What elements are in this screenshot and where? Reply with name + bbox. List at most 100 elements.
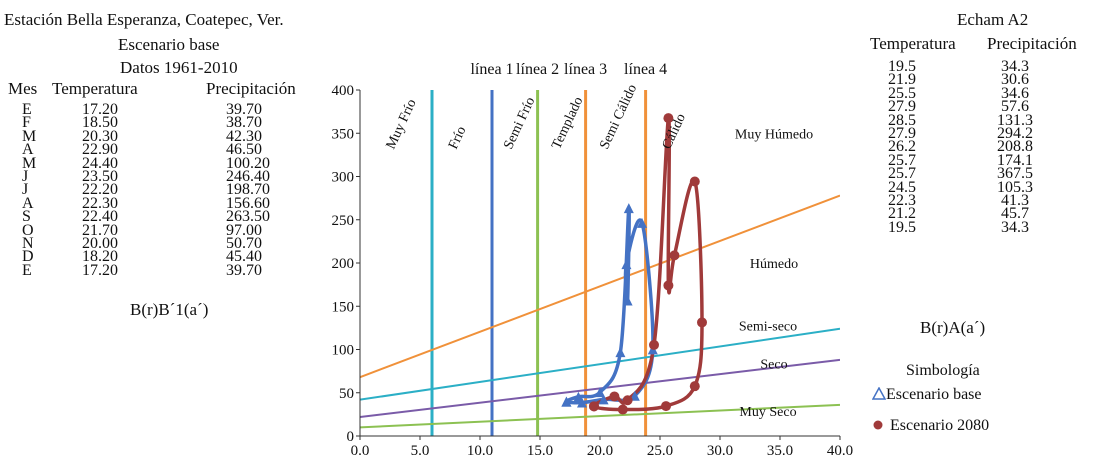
precipitation-cell: 100.20 [226, 154, 270, 172]
x-tick-label: 30.0 [707, 443, 733, 459]
temperature-cell: 19.5 [888, 218, 916, 236]
humidity-zone-label: Semi-seco [739, 319, 797, 334]
echam-data-table: 19.5 34.3 21.9 30.6 25.5 34.6 27.9 57.6 28.5… [868, 58, 1102, 240]
temperature-cell: 25.7 [888, 151, 916, 169]
month-cell: E [22, 101, 32, 118]
legend-label-base: Escenario base [886, 386, 982, 403]
data-point-triangle [615, 347, 626, 358]
data-point-triangle [623, 203, 634, 214]
month-cell: E [22, 261, 32, 279]
table-row: 21.9 30.6 [868, 71, 1102, 89]
precipitation-cell: 39.70 [226, 261, 262, 279]
precipitation-cell: 156.60 [226, 194, 270, 212]
data-point-circle [689, 176, 700, 187]
series-line [564, 206, 655, 405]
temperature-cell: 27.9 [888, 98, 916, 116]
temperature-cell: 17.20 [82, 101, 118, 118]
data-point-circle [663, 113, 674, 124]
table-row: A 22.90 46.50 [4, 141, 304, 159]
temperature-cell: 21.9 [888, 71, 916, 89]
month-cell: F [22, 114, 31, 132]
month-cell: J [22, 168, 29, 185]
y-tick-label: 200 [332, 256, 355, 272]
y-tick-label: 150 [332, 299, 355, 315]
temperature-cell: 28.5 [888, 111, 916, 129]
precipitation-cell: 34.6 [1001, 84, 1029, 102]
base-classification: B(r)B´1(a´) [130, 300, 209, 319]
temperature-cell: 25.5 [888, 84, 916, 102]
table-row: 19.5 34.3 [868, 218, 1102, 236]
month-cell: M [22, 154, 37, 172]
table-row: 28.5 131.3 [868, 111, 1102, 129]
data-point-triangle [637, 217, 647, 228]
x-tick-label: 15.0 [527, 443, 553, 459]
table-row: 21.2 45.7 [868, 205, 1102, 223]
table-row: 19.5 34.3 [868, 58, 1102, 75]
data-point-triangle [561, 396, 572, 407]
table-row: N 20.00 50.70 [4, 235, 304, 252]
data-point-circle [617, 404, 628, 415]
precipitation-cell: 131.3 [997, 111, 1033, 129]
temperature-cell: 24.5 [888, 178, 916, 196]
temperature-cell: 17.20 [82, 261, 118, 279]
month-cell: O [22, 221, 34, 239]
data-point-triangle [595, 387, 605, 398]
precipitation-cell: 50.70 [226, 235, 262, 252]
temperature-cell: 25.7 [888, 165, 916, 183]
data-point-circle [609, 391, 620, 402]
table-row: 25.7 174.1 [868, 151, 1102, 169]
month-cell: M [22, 127, 37, 145]
temperature-cell: 22.30 [82, 194, 118, 212]
thermal-zone-label: Muy Frío [384, 97, 420, 152]
header-month: Mes [8, 79, 38, 98]
y-tick-label: 350 [332, 126, 355, 142]
humidity-division-line [360, 327, 840, 401]
y-tick-label: 400 [332, 83, 355, 99]
division-line-label: línea 2 [516, 61, 559, 78]
precipitation-cell: 198.70 [226, 181, 270, 199]
table-row: E 17.20 39.70 [4, 101, 304, 118]
precipitation-cell: 246.40 [226, 168, 270, 185]
temperature-cell: 22.40 [82, 208, 118, 226]
y-tick-label: 0 [347, 429, 355, 445]
precipitation-cell: 263.50 [226, 208, 270, 226]
precipitation-cell: 45.7 [1001, 205, 1029, 223]
precipitation-cell: 97.00 [226, 221, 262, 239]
legend-title: Simbología [906, 362, 980, 379]
base-data-table: E 17.20 39.70 F 18.50 38.70 M 20.30 42.30 A 22.… [4, 101, 304, 283]
temperature-cell: 22.20 [82, 181, 118, 199]
precipitation-cell: 34.3 [1001, 58, 1029, 75]
humidity-zone-label: Seco [760, 357, 787, 372]
division-line-label: línea 3 [564, 61, 607, 78]
precipitation-cell: 105.3 [997, 178, 1033, 196]
table-row: 22.3 41.3 [868, 193, 1102, 209]
data-point-circle [689, 381, 700, 392]
scenario-label: Escenario base [118, 35, 220, 54]
month-cell: S [22, 208, 31, 226]
temperature-cell: 19.5 [888, 58, 916, 75]
precipitation-cell: 174.1 [997, 151, 1033, 169]
table-row: 25.7 367.5 [868, 165, 1102, 183]
temperature-cell: 21.70 [82, 221, 118, 239]
month-cell: A [22, 141, 34, 159]
table-row: F 18.50 38.70 [4, 114, 304, 132]
table-row: S 22.40 263.50 [4, 208, 304, 226]
table-row: 25.5 34.6 [868, 84, 1102, 102]
precipitation-cell: 57.6 [1001, 98, 1029, 116]
data-point-triangle [621, 259, 632, 270]
x-tick-label: 25.0 [647, 443, 673, 459]
table-row: M 24.40 100.20 [4, 154, 304, 172]
table-row: 27.9 294.2 [868, 126, 1102, 142]
humidity-division-line [360, 194, 840, 379]
legend-item-base: Escenario base [871, 386, 982, 404]
x-tick-label: 40.0 [827, 443, 853, 459]
precipitation-cell: 42.30 [226, 127, 262, 145]
right-header-precipitation: Precipitación [987, 34, 1077, 53]
y-tick-label: 50 [339, 386, 354, 402]
temperature-cell: 18.20 [82, 248, 118, 266]
month-cell: D [22, 248, 34, 266]
data-point-circle [663, 280, 674, 291]
table-row: 26.2 208.8 [868, 139, 1102, 155]
thermal-zone-label: Frío [446, 124, 469, 151]
model-title: Echam A2 [957, 10, 1029, 29]
